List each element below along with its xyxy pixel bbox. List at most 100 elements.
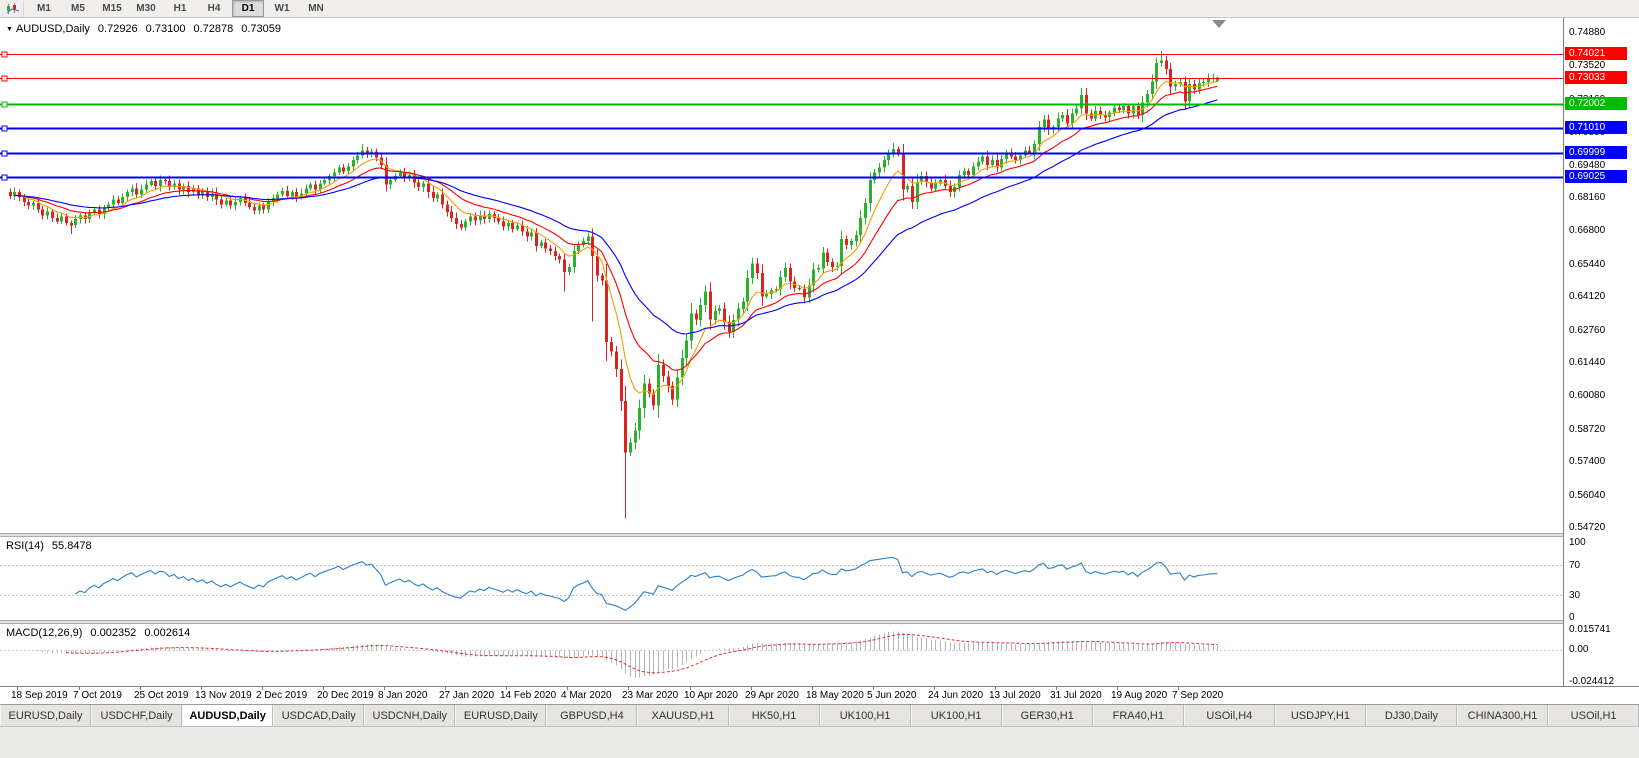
date-axis-label: 5 Jun 2020 [867, 690, 917, 701]
chart-tab-usdchf-daily[interactable]: USDCHF,Daily [91, 705, 183, 726]
price-line-badge: 0.74021 [1565, 47, 1627, 60]
timeframe-toolbar: M1 M5 M15 M30 H1 H4 D1 W1 MN [0, 0, 1639, 18]
chart-tab-dj30-daily[interactable]: DJ30,Daily [1365, 705, 1457, 726]
line-handle[interactable] [1, 174, 8, 181]
line-handle[interactable] [1, 125, 8, 132]
date-tick [812, 687, 813, 690]
chart-tab-usoil-h1[interactable]: USOil,H1 [1548, 705, 1639, 726]
date-axis-label: 20 Dec 2019 [317, 690, 374, 701]
date-axis-label: 27 Jan 2020 [439, 690, 495, 701]
chart-tab-uk100-h1[interactable]: UK100,H1 [910, 705, 1002, 726]
chart-tab-uk100-h1[interactable]: UK100,H1 [819, 705, 911, 726]
date-axis-label: 23 Mar 2020 [622, 690, 679, 701]
date-axis-label: 13 Nov 2019 [195, 690, 252, 701]
timeframe-button-m5[interactable]: M5 [71, 3, 85, 14]
chart-tab-xauusd-h1[interactable]: XAUUSD,H1 [637, 705, 729, 726]
date-tick [567, 687, 568, 690]
rsi-axis-label: 0 [1569, 612, 1575, 623]
chart-tab-eurusd-daily[interactable]: EURUSD,Daily [455, 705, 547, 726]
date-axis-label: 4 Mar 2020 [561, 690, 612, 701]
chart-tab-bar: EURUSD,Daily USDCHF,Daily AUDUSD,Daily USDC… [0, 704, 1639, 726]
chart-shift-icon[interactable] [1212, 20, 1226, 28]
date-tick [1056, 687, 1057, 690]
rsi-line [75, 556, 1218, 611]
price-axis-label: 0.69480 [1569, 160, 1606, 171]
price-line-badge: 0.71010 [1565, 121, 1627, 134]
chart-tab-hk50-h1[interactable]: HK50,H1 [728, 705, 820, 726]
macd-signal-line [65, 633, 1218, 674]
panel-splitter[interactable] [0, 533, 1639, 537]
chart-tab-audusd-daily[interactable]: AUDUSD,Daily [182, 705, 274, 726]
timeframe-button-m30[interactable]: M30 [136, 3, 156, 14]
timeframe-button-d1[interactable]: D1 [232, 0, 264, 17]
macd-axis-label: 0.015741 [1569, 624, 1611, 635]
timeframe-button-w1[interactable]: W1 [274, 3, 290, 14]
price-axis-label: 0.74880 [1569, 27, 1606, 38]
date-tick [1117, 687, 1118, 690]
chart-tab-china300-h1[interactable]: CHINA300,H1 [1457, 705, 1549, 726]
price-axis-label: 0.64120 [1569, 291, 1606, 302]
chart-icon[interactable] [3, 0, 24, 17]
date-tick [628, 687, 629, 690]
price-axis-label: 0.61440 [1569, 357, 1606, 368]
date-axis: 18 Sep 2019 7 Oct 2019 25 Oct 2019 13 Nov 2… [0, 686, 1639, 704]
line-handle[interactable] [1, 51, 8, 58]
timeframe-button-m15[interactable]: M15 [102, 3, 122, 14]
rsi-canvas[interactable] [0, 537, 1563, 620]
chart-tab-gbpusd-h4[interactable]: GBPUSD,H4 [546, 705, 638, 726]
date-tick [506, 687, 507, 690]
price-axis-label: 0.57400 [1569, 456, 1606, 467]
date-axis-label: 18 Sep 2019 [11, 690, 68, 701]
macd-axis-label: 0.00 [1569, 644, 1589, 655]
line-handle[interactable] [1, 150, 8, 157]
macd-canvas[interactable] [0, 624, 1563, 686]
date-axis-label: 13 Jul 2020 [989, 690, 1041, 701]
timeframe-button-mn[interactable]: MN [308, 3, 324, 14]
price-axis-label: 0.54720 [1569, 522, 1606, 533]
price-line-badge: 0.69999 [1565, 146, 1627, 159]
chart-tab-eurusd-daily[interactable]: EURUSD,Daily [0, 705, 92, 726]
timeframe-buttons: M1 M5 M15 M30 H1 H4 D1 W1 MN [28, 0, 332, 17]
date-tick [445, 687, 446, 690]
price-chart-canvas[interactable] [0, 18, 1563, 533]
chart-tab-usdcnh-daily[interactable]: USDCNH,Daily [364, 705, 456, 726]
rsi-axis-label: 30 [1569, 590, 1581, 601]
price-axis-label: 0.60080 [1569, 390, 1606, 401]
price-line-badge: 0.69025 [1565, 170, 1627, 183]
date-tick [17, 687, 18, 690]
date-tick [79, 687, 80, 690]
date-axis-label: 10 Apr 2020 [684, 690, 738, 701]
chart-tab-fra40-h1[interactable]: FRA40,H1 [1092, 705, 1184, 726]
rsi-axis-label: 100 [1569, 537, 1586, 548]
date-tick [140, 687, 141, 690]
chart-tab-usdcad-daily[interactable]: USDCAD,Daily [273, 705, 365, 726]
date-axis-label: 7 Sep 2020 [1172, 690, 1224, 701]
date-tick [690, 687, 691, 690]
date-tick [1178, 687, 1179, 690]
chart-tab-usdjpy-h1[interactable]: USDJPY,H1 [1274, 705, 1366, 726]
price-axis-label: 0.68160 [1569, 192, 1606, 203]
date-tick [384, 687, 385, 690]
timeframe-button-h1[interactable]: H1 [173, 3, 187, 14]
date-axis-label: 2 Dec 2019 [256, 690, 308, 701]
date-axis-label: 18 May 2020 [806, 690, 864, 701]
date-axis-label: 31 Jul 2020 [1050, 690, 1102, 701]
candles [9, 51, 1219, 519]
panel-splitter[interactable] [0, 620, 1639, 624]
chart-tab-ger30-h1[interactable]: GER30,H1 [1001, 705, 1093, 726]
date-axis-label: 29 Apr 2020 [745, 690, 799, 701]
line-handle[interactable] [1, 75, 8, 82]
rsi-axis-label: 70 [1569, 560, 1581, 571]
line-handle[interactable] [1, 101, 8, 108]
chart-tab-usoil-h4[interactable]: USOil,H4 [1183, 705, 1275, 726]
status-strip [0, 726, 1639, 758]
date-axis-label: 14 Feb 2020 [500, 690, 557, 701]
date-tick [201, 687, 202, 690]
price-line-badge: 0.72002 [1565, 97, 1627, 110]
price-axis-label: 0.73520 [1569, 60, 1606, 71]
macd-histogram [38, 631, 1218, 678]
date-tick [995, 687, 996, 690]
timeframe-button-m1[interactable]: M1 [37, 3, 51, 14]
timeframe-button-h4[interactable]: H4 [207, 3, 221, 14]
